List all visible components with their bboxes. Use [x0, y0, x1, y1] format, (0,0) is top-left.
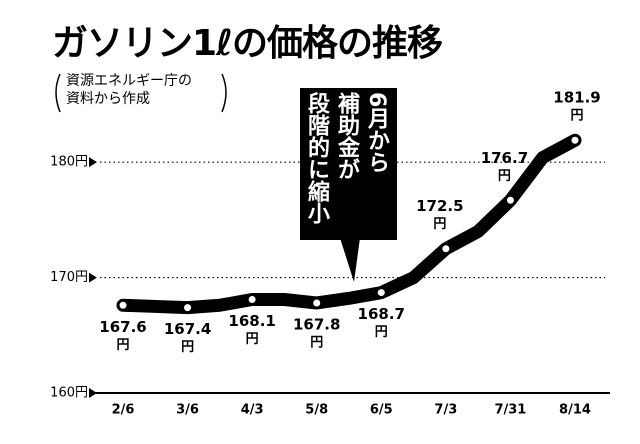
x-tick-label: 8/14	[559, 403, 591, 418]
value-label: 167.6	[99, 318, 146, 336]
subtitle: 資源エネルギー庁の 資料から作成	[66, 72, 192, 108]
x-tick-label: 5/8	[305, 403, 328, 418]
annotation-line: 補助金が	[334, 92, 359, 180]
y-tick-label: 160円	[50, 386, 88, 401]
x-tick-label: 4/3	[241, 403, 264, 418]
price-line	[116, 133, 582, 315]
point	[248, 296, 256, 304]
x-tick-label: 2/6	[112, 403, 135, 418]
annotation-line: 段階的に縮小	[304, 92, 329, 224]
point	[571, 136, 579, 144]
annotation: 6月から 補助金が 段階的に縮小	[301, 92, 391, 238]
y-tick-label: 180円	[50, 155, 88, 170]
chart-title: ガソリン1ℓの価格の推移	[52, 23, 443, 64]
point	[506, 196, 514, 204]
value-label: 176.7	[481, 149, 528, 167]
value-unit: 円	[498, 169, 511, 184]
value-label: 181.9	[553, 89, 600, 107]
point	[442, 245, 450, 253]
point	[377, 289, 385, 297]
x-tick-label: 7/3	[434, 403, 457, 418]
value-unit: 円	[116, 338, 129, 353]
value-unit: 円	[570, 109, 583, 124]
x-tick-label: 3/6	[176, 403, 199, 418]
value-unit: 円	[433, 217, 446, 232]
paren	[55, 73, 61, 113]
y-tick-label: 170円	[50, 270, 88, 285]
value-unit: 円	[310, 335, 323, 350]
tick-arrow	[89, 388, 97, 398]
value-label: 172.5	[416, 197, 463, 215]
value-unit: 円	[375, 325, 388, 340]
callout-pointer	[340, 238, 360, 282]
paren	[221, 73, 227, 113]
subtitle-line: 資源エネルギー庁の	[66, 73, 192, 89]
value-unit: 円	[181, 340, 194, 355]
x-tick-label: 7/31	[494, 403, 526, 418]
x-tick-label: 6/5	[370, 403, 393, 418]
annotation-line: 6月から	[364, 92, 389, 174]
point	[313, 299, 321, 307]
value-unit: 円	[246, 332, 259, 347]
value-label: 167.4	[164, 320, 211, 338]
value-label: 168.7	[358, 305, 405, 323]
value-label: 168.1	[228, 312, 275, 330]
annotation-box: 6月から 補助金が 段階的に縮小	[300, 88, 397, 240]
subtitle-line: 資料から作成	[66, 91, 150, 107]
value-label: 167.8	[293, 315, 340, 333]
tick-arrow	[89, 157, 97, 168]
point	[119, 301, 127, 309]
tick-arrow	[89, 272, 97, 283]
point	[184, 304, 192, 312]
